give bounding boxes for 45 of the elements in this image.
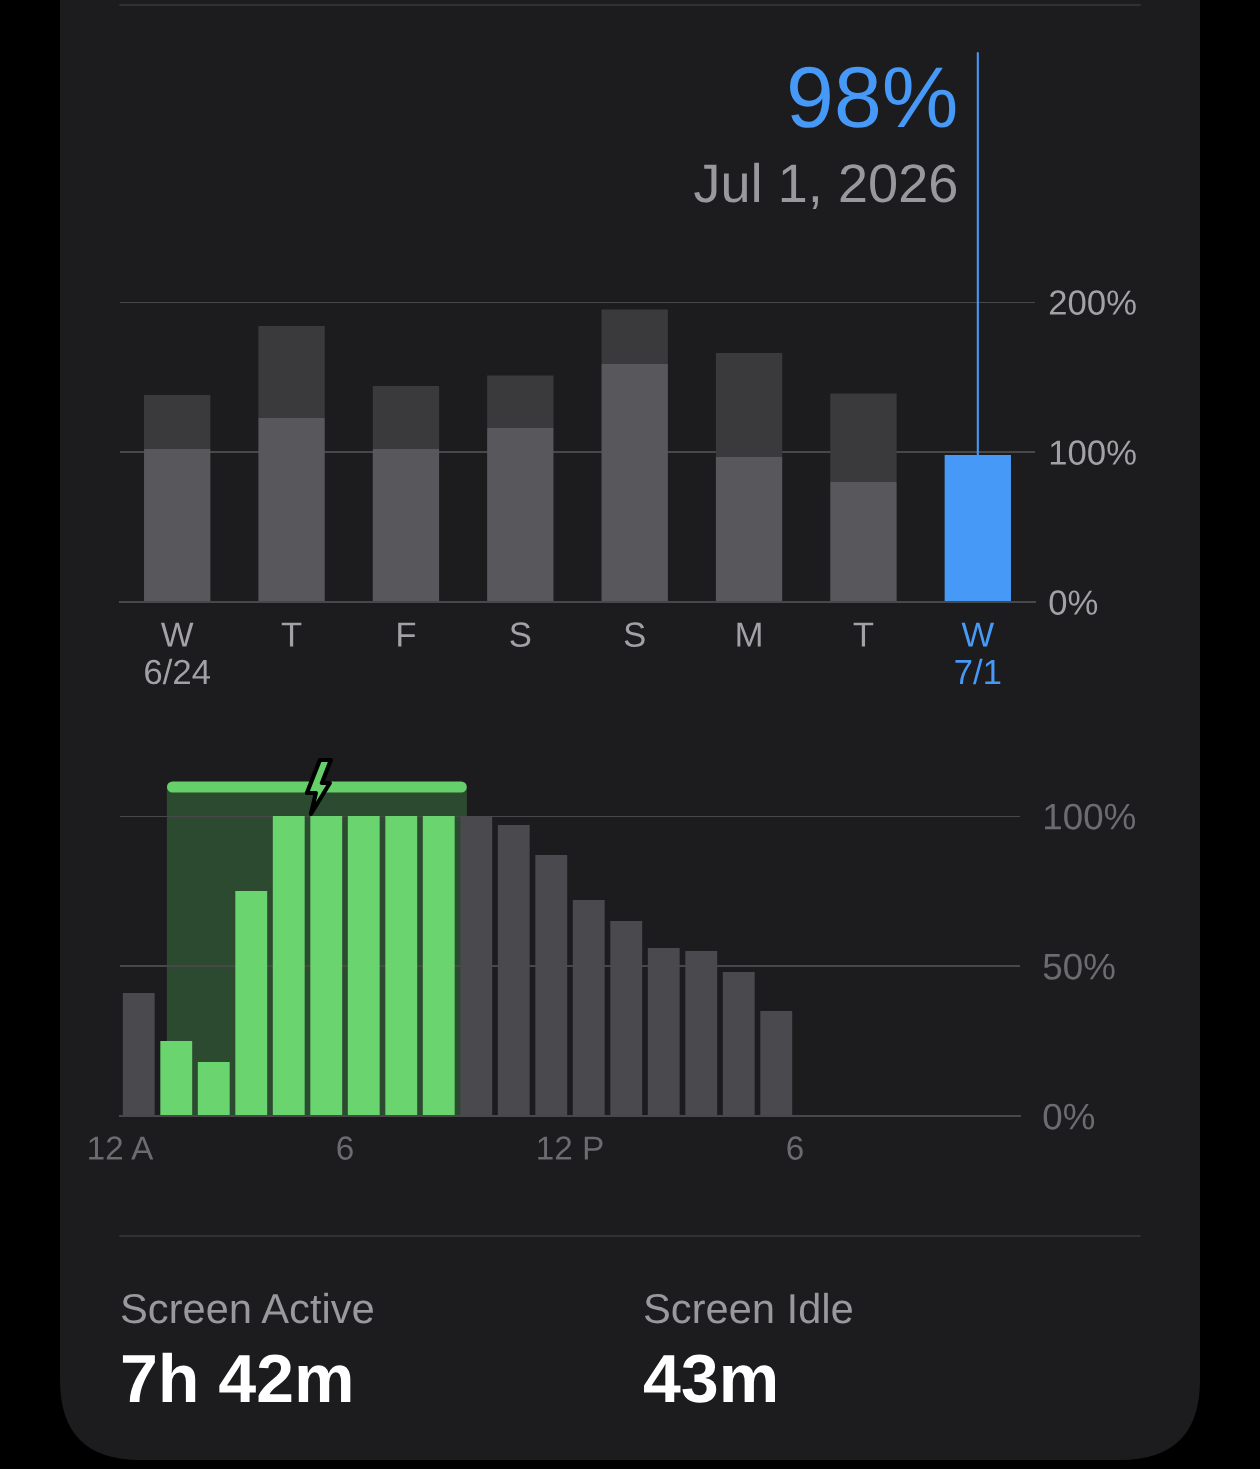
x-tick-label: S	[624, 622, 645, 647]
bar	[422, 816, 455, 1116]
bar	[487, 375, 554, 428]
x-tick-label: S	[510, 622, 531, 647]
bar	[715, 456, 783, 602]
x-tick-label: W 7/1	[955, 622, 1001, 685]
bar	[715, 353, 783, 457]
bar	[258, 326, 325, 418]
bar	[372, 386, 440, 449]
bar	[160, 1041, 193, 1116]
bar	[830, 482, 897, 602]
text: 43m	[644, 1354, 775, 1403]
x-tick-label: M	[737, 622, 761, 647]
y-tick-label: 200%	[1049, 290, 1136, 315]
bar	[258, 417, 325, 602]
bar	[235, 891, 268, 1116]
x-tick-label: 6	[337, 1136, 353, 1160]
bar	[601, 309, 668, 364]
bar	[197, 1062, 230, 1116]
x-tick-label: T	[853, 622, 874, 647]
text: Screen Active	[121, 1292, 373, 1324]
y-tick-label: 0%	[1043, 1103, 1095, 1130]
text: Screen Idle	[644, 1292, 852, 1324]
bar	[372, 449, 440, 602]
bar	[144, 449, 211, 602]
bar	[487, 428, 554, 602]
bar	[144, 395, 211, 449]
y-tick-label: 100%	[1045, 803, 1136, 830]
x-tick-label: F	[398, 622, 416, 647]
x-tick-label: 12 A	[89, 1136, 154, 1160]
y-tick-label: 50%	[1043, 953, 1115, 980]
x-tick-label: T	[281, 622, 302, 647]
bar	[830, 393, 897, 482]
y-tick-label: 0%	[1049, 590, 1098, 615]
bar	[601, 363, 668, 602]
annotation: 98%	[790, 66, 956, 128]
y-tick-label: 100%	[1050, 440, 1136, 465]
x-tick-label: W 6/24	[145, 622, 210, 685]
text: Jul 1, 2026	[694, 162, 957, 209]
bar	[272, 816, 305, 1116]
x-tick-label: 12 P	[538, 1136, 603, 1160]
bar	[385, 816, 418, 1116]
x-tick-label: 6	[787, 1136, 803, 1160]
text: 7h 42m	[122, 1352, 351, 1402]
bar	[347, 816, 380, 1116]
